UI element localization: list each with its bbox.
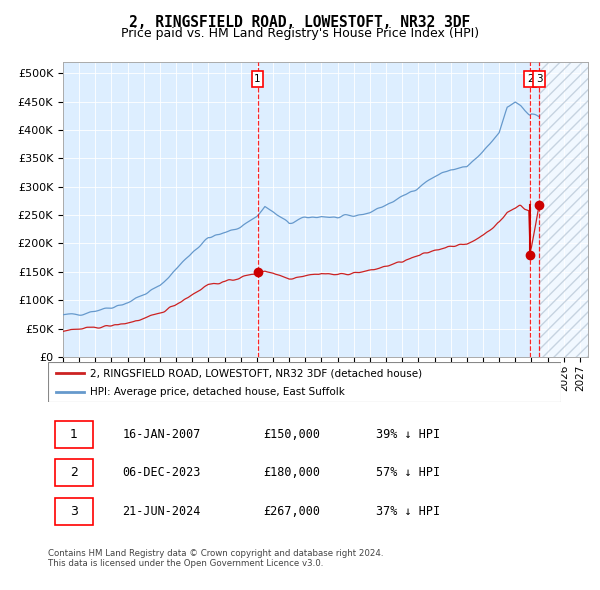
Text: £267,000: £267,000 [263, 504, 320, 517]
FancyBboxPatch shape [55, 421, 93, 448]
Text: 1: 1 [70, 428, 77, 441]
FancyBboxPatch shape [55, 459, 93, 486]
Text: 2: 2 [527, 74, 533, 84]
Text: 16-JAN-2007: 16-JAN-2007 [122, 428, 201, 441]
Text: 37% ↓ HPI: 37% ↓ HPI [376, 504, 440, 517]
Text: Contains HM Land Registry data © Crown copyright and database right 2024.: Contains HM Land Registry data © Crown c… [48, 549, 383, 558]
Text: HPI: Average price, detached house, East Suffolk: HPI: Average price, detached house, East… [90, 386, 345, 396]
Text: This data is licensed under the Open Government Licence v3.0.: This data is licensed under the Open Gov… [48, 559, 323, 568]
Bar [539, 62, 588, 357]
Text: £150,000: £150,000 [263, 428, 320, 441]
Text: 39% ↓ HPI: 39% ↓ HPI [376, 428, 440, 441]
FancyBboxPatch shape [55, 497, 93, 525]
Text: 2, RINGSFIELD ROAD, LOWESTOFT, NR32 3DF: 2, RINGSFIELD ROAD, LOWESTOFT, NR32 3DF [130, 15, 470, 30]
Text: 06-DEC-2023: 06-DEC-2023 [122, 466, 201, 479]
Text: Price paid vs. HM Land Registry's House Price Index (HPI): Price paid vs. HM Land Registry's House … [121, 27, 479, 40]
Text: 3: 3 [536, 74, 542, 84]
Text: 1: 1 [254, 74, 261, 84]
FancyBboxPatch shape [48, 362, 561, 402]
Text: 21-JUN-2024: 21-JUN-2024 [122, 504, 201, 517]
Text: £180,000: £180,000 [263, 466, 320, 479]
Text: 2, RINGSFIELD ROAD, LOWESTOFT, NR32 3DF (detached house): 2, RINGSFIELD ROAD, LOWESTOFT, NR32 3DF … [90, 368, 422, 378]
Text: 3: 3 [70, 504, 77, 517]
Text: 57% ↓ HPI: 57% ↓ HPI [376, 466, 440, 479]
Text: 2: 2 [70, 466, 77, 479]
